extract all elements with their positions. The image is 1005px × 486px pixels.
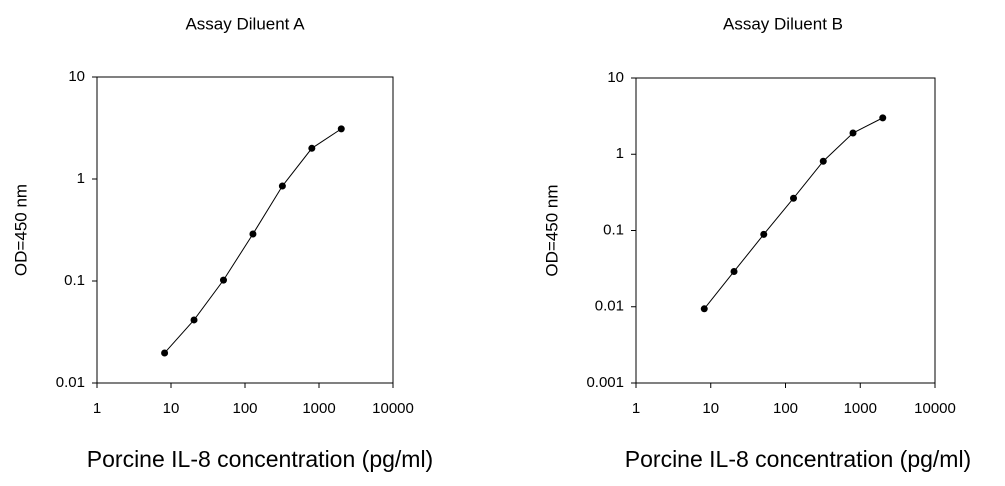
y-tick-label: 1 bbox=[616, 145, 624, 162]
data-point bbox=[879, 114, 887, 122]
data-point bbox=[278, 182, 286, 190]
x-axis-label: Porcine IL-8 concentration (pg/ml) bbox=[87, 446, 433, 472]
plot-frame bbox=[96, 76, 394, 384]
y-tick-label: 1 bbox=[77, 170, 85, 187]
x-tick-label: 10 bbox=[702, 400, 719, 417]
y-tick-label: 0.01 bbox=[595, 298, 624, 315]
x-axis-label: Porcine IL-8 concentration (pg/ml) bbox=[625, 446, 971, 472]
data-point bbox=[308, 144, 316, 152]
x-tick-label: 1 bbox=[93, 400, 101, 417]
plot-frame bbox=[635, 77, 936, 384]
x-tick-label: 1 bbox=[632, 400, 640, 417]
data-point bbox=[337, 125, 345, 133]
x-tick-label: 10 bbox=[163, 400, 180, 417]
y-tick-label: 0.01 bbox=[56, 374, 85, 391]
y-tick-label: 10 bbox=[607, 69, 624, 86]
data-line bbox=[703, 117, 883, 310]
data-point bbox=[849, 129, 857, 137]
data-point bbox=[190, 316, 198, 324]
x-tick-label: 10000 bbox=[914, 400, 956, 417]
data-point bbox=[249, 230, 257, 238]
y-tick-label: 10 bbox=[68, 68, 85, 85]
chart-title: Assay Diluent B bbox=[723, 14, 843, 33]
data-point bbox=[790, 194, 798, 202]
data-point bbox=[219, 276, 227, 284]
data-point bbox=[730, 267, 738, 275]
y-axis-label: OD=450 nm bbox=[11, 184, 30, 276]
chart-title: Assay Diluent A bbox=[185, 14, 305, 33]
y-tick-label: 0.001 bbox=[586, 374, 624, 391]
x-tick-label: 100 bbox=[232, 400, 257, 417]
y-tick-label: 0.1 bbox=[603, 221, 624, 238]
data-point bbox=[700, 305, 708, 313]
y-axis-label: OD=450 nm bbox=[542, 184, 561, 276]
data-point bbox=[161, 349, 169, 357]
data-point bbox=[819, 157, 827, 165]
x-tick-label: 1000 bbox=[302, 400, 335, 417]
x-tick-label: 10000 bbox=[372, 400, 414, 417]
x-tick-label: 1000 bbox=[844, 400, 877, 417]
data-point bbox=[760, 230, 768, 238]
y-tick-label: 0.1 bbox=[64, 272, 85, 289]
x-tick-label: 100 bbox=[773, 400, 798, 417]
